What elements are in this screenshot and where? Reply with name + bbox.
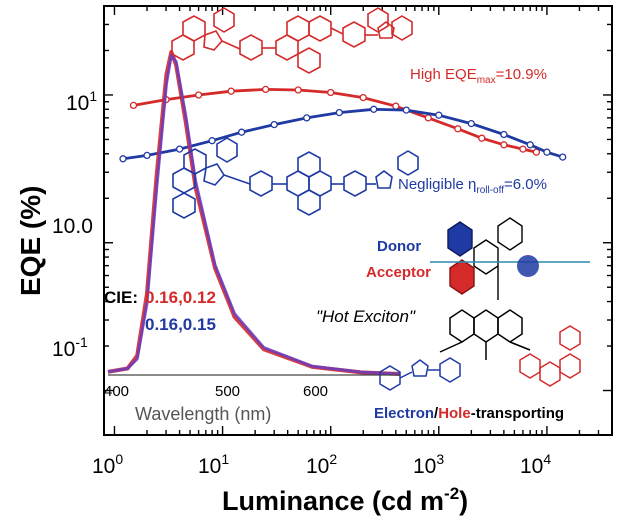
eqe-point (500, 141, 508, 149)
eqe-point (261, 85, 270, 94)
donor-ring (447, 221, 473, 257)
x-tick-label-1: 101 (198, 451, 229, 478)
red-molecule-drawing (171, 7, 413, 74)
eqe-point (559, 153, 567, 161)
x-tick-labels: 100 101 102 103 104 (92, 451, 551, 478)
eqe-point (303, 114, 311, 122)
eqe-point (294, 86, 302, 94)
el-spectrum-inset: 400 500 600 Wavelength (nm) (104, 50, 401, 424)
y-tick-label-0: 10-1 (52, 334, 88, 361)
acceptor-label: Acceptor (366, 264, 431, 281)
eqe-point (402, 106, 410, 114)
rolloff-annotation: Negligible ηroll-off=6.0% (398, 176, 547, 196)
eqe-point (526, 141, 534, 149)
eqe-point (119, 155, 127, 163)
eqe-point (359, 93, 367, 102)
y-tick-label-1: 10.0 (52, 215, 93, 238)
eqe-point (435, 111, 443, 119)
eqe-point (543, 148, 551, 156)
eqe-point (129, 101, 138, 110)
hot-exciton-label: "Hot Exciton" (316, 307, 416, 326)
eqe-point (424, 114, 432, 122)
x-tick-label-2: 102 (306, 451, 337, 478)
eqe-point (519, 145, 527, 153)
inset-x-axis-title: Wavelength (nm) (135, 404, 271, 424)
eqe-point (335, 108, 343, 117)
donor-label: Donor (377, 238, 421, 255)
cie-blue-value: 0.16,0.15 (145, 315, 216, 334)
eqe-point (143, 151, 151, 160)
blue-molecule-drawing (172, 137, 419, 219)
eqe-series (119, 85, 567, 163)
x-tick-label-0: 100 (92, 451, 123, 478)
eqe-point (467, 119, 475, 128)
x-tick-label-4: 104 (520, 451, 551, 478)
eqe-point (454, 125, 462, 133)
eqe-curve-0 (133, 87, 537, 154)
eqe-point (532, 148, 541, 156)
cie-red-value: 0.16,0.12 (145, 288, 216, 307)
transport-molecule-drawing (379, 309, 581, 391)
eqe-point (208, 137, 216, 145)
inset-tick-400: 400 (104, 383, 129, 400)
plot-frame (103, 5, 613, 436)
y-axis-title: EQE (%) (15, 186, 46, 296)
eqe-point (478, 134, 486, 142)
eqe-point (370, 105, 378, 113)
high-eqe-annotation: High EQEmax=10.9% (410, 66, 547, 86)
eqe-point (327, 88, 335, 97)
x-tick-label-3: 103 (413, 451, 444, 478)
el-spectrum-curve-1 (107, 53, 401, 376)
eqe-point (175, 145, 184, 153)
transport-label: Electron/Hole-transporting (374, 405, 564, 422)
cie-annotation: CIE: 0.16,0.12 0.16,0.15 (104, 288, 216, 334)
tick-marks (104, 6, 612, 435)
y-tick-label-2: 101 (66, 88, 97, 115)
inset-tick-500: 500 (215, 383, 240, 400)
eqe-point (237, 128, 246, 136)
acceptor-ring (449, 259, 475, 295)
inset-tick-600: 600 (303, 383, 328, 400)
el-spectrum-curves (107, 50, 401, 376)
eqe-point (500, 130, 508, 139)
eqe-point (194, 91, 203, 99)
eqe-point (270, 120, 278, 129)
eqe-point (227, 87, 235, 95)
cie-label: CIE: (104, 288, 138, 307)
y-tick-labels: 10-1 10.0 101 (52, 88, 97, 361)
eqe-point (392, 102, 400, 110)
donor-acceptor-schematic (430, 217, 590, 300)
x-axis-title: Luminance (cd m-2) (222, 484, 468, 516)
eqe-curve-1 (122, 107, 564, 161)
